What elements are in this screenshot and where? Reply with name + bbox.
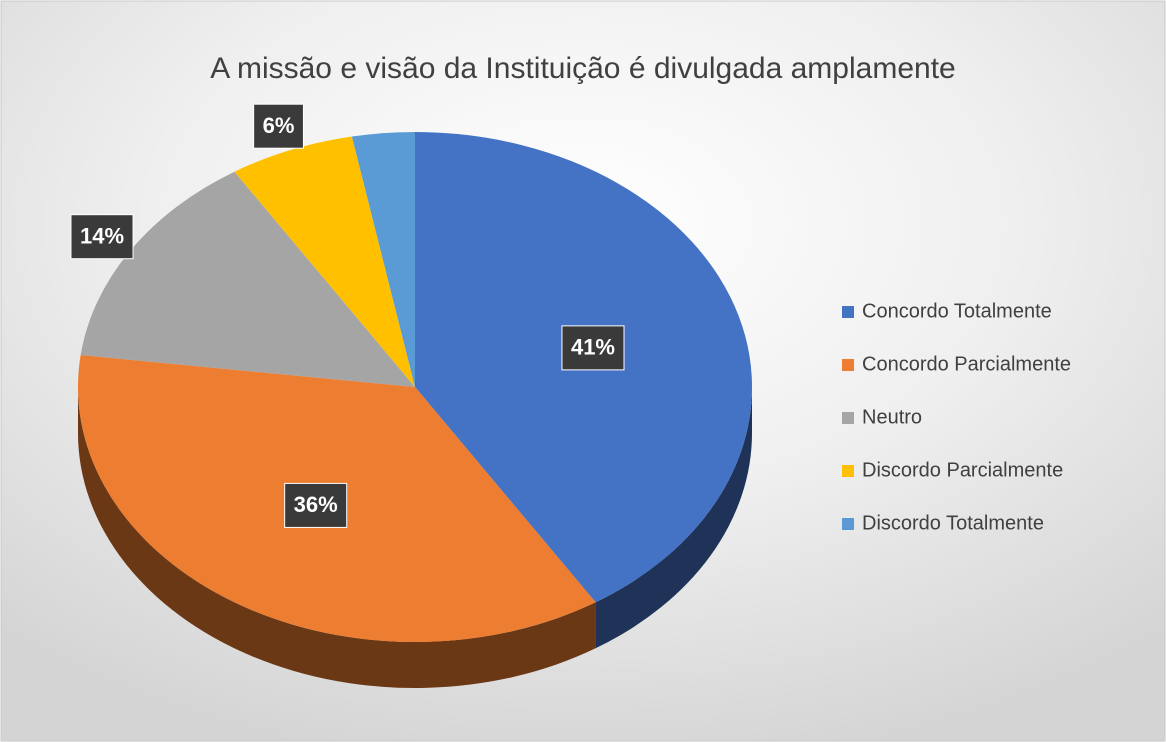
legend-label: Concordo Totalmente: [862, 300, 1052, 322]
data-label-box: [70, 214, 134, 260]
data-label-box: [561, 325, 625, 371]
data-label-box: [284, 482, 348, 528]
data-label: 14%: [80, 224, 124, 249]
slice: [234, 136, 415, 387]
chart-title: A missão e visão da Instituição é divulg…: [210, 52, 955, 85]
legend-label: Discordo Totalmente: [862, 512, 1044, 534]
legend-label: Concordo Parcialmente: [862, 353, 1071, 375]
legend-label: Discordo Parcialmente: [862, 459, 1063, 481]
slice: [351, 132, 415, 387]
legend-swatch: [842, 465, 854, 477]
slice: [80, 171, 415, 387]
legend-swatch: [842, 306, 854, 318]
legend-label: Neutro: [862, 406, 922, 428]
legend-swatch: [842, 359, 854, 371]
slice-side: [595, 387, 752, 649]
data-label-box: [253, 103, 304, 149]
data-label: 6%: [263, 113, 295, 138]
data-label: 36%: [294, 492, 338, 517]
data-label: 41%: [571, 335, 615, 360]
slice-side: [78, 387, 596, 689]
legend-swatch: [842, 412, 854, 424]
legend-swatch: [842, 518, 854, 530]
